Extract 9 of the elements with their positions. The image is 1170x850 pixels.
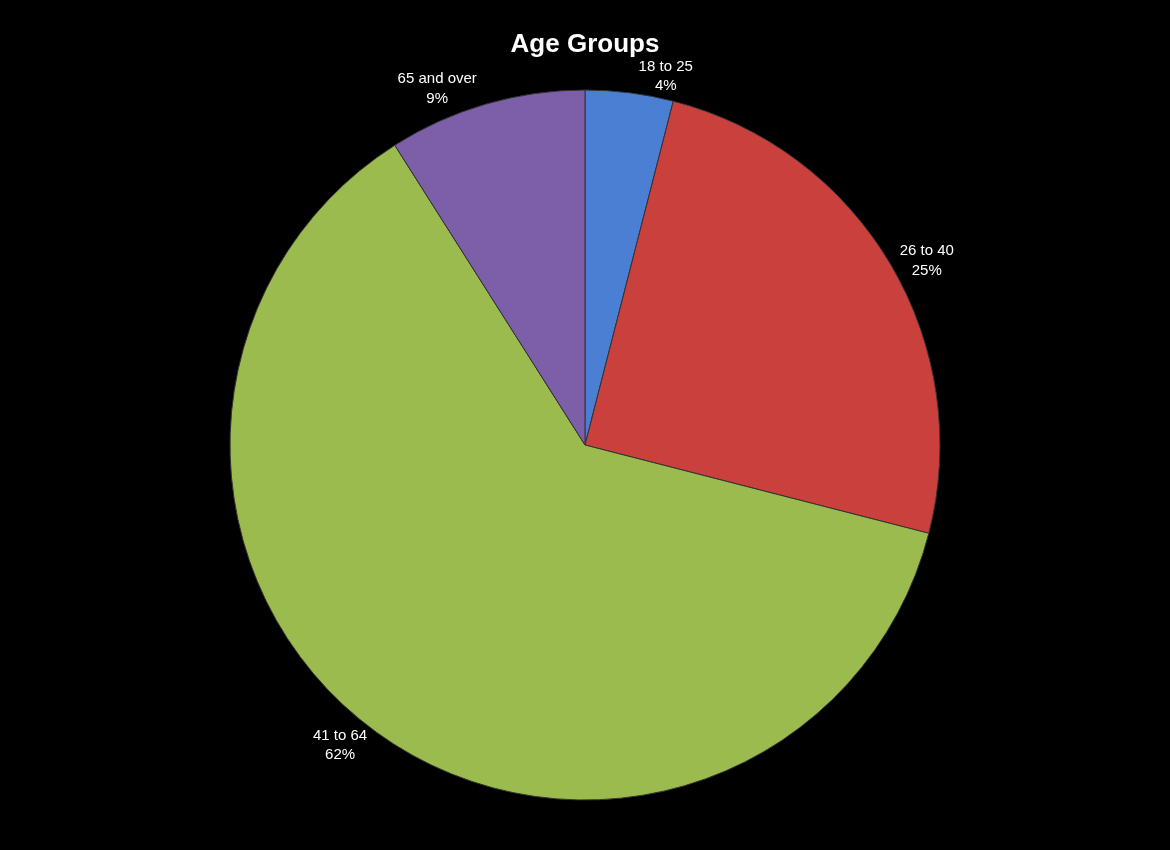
data-label: 4% xyxy=(654,76,677,94)
slice-label: 41 to 64 xyxy=(312,725,368,743)
data-label: 25% xyxy=(911,260,942,278)
data-label: 62% xyxy=(325,745,356,763)
chart-title: Age Groups xyxy=(510,28,660,59)
slice-label: 65 and over xyxy=(397,69,477,87)
slice-label: 26 to 40 xyxy=(899,241,954,259)
data-label: 9% xyxy=(426,88,449,106)
slice-label: 18 to 25 xyxy=(638,56,693,74)
